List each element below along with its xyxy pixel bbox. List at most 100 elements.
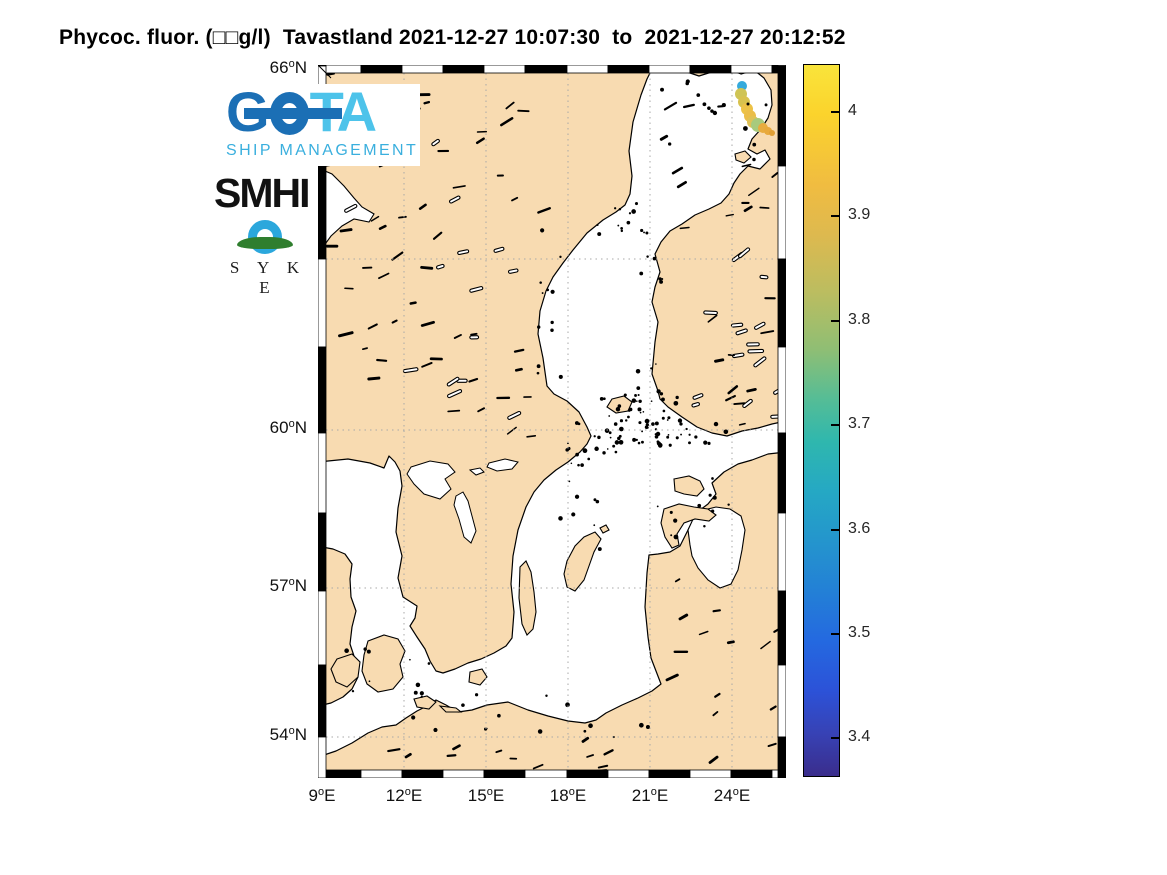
islet (593, 524, 596, 527)
lakelet-mark (378, 224, 387, 230)
islet (617, 404, 622, 408)
islet (597, 547, 602, 552)
islet (670, 534, 673, 537)
lakelet (692, 403, 699, 407)
islet (638, 421, 642, 425)
islet (344, 648, 349, 654)
islet (618, 439, 624, 445)
islet (351, 690, 355, 693)
islet (623, 393, 627, 397)
frame-top-segment (401, 65, 444, 74)
islet (602, 451, 606, 455)
islet (366, 649, 371, 654)
islet (723, 429, 729, 435)
frame-corner-diagonal (318, 65, 332, 79)
frame-bottom-segment (401, 769, 444, 778)
islet (650, 400, 653, 403)
islet (546, 288, 550, 292)
lakelet-mark (659, 134, 669, 141)
frame-bottom-segment (648, 769, 691, 778)
lakelet-mark (682, 103, 695, 109)
islet (597, 435, 601, 440)
lakelet-mark (743, 205, 753, 213)
islet (646, 426, 649, 429)
island-hiiumaa (673, 475, 705, 497)
islet (536, 371, 540, 375)
lakelet-mark (707, 314, 718, 323)
islet (707, 441, 711, 445)
lat-tick-label: 54oN (269, 725, 307, 744)
colorbar-tick-label: 3.6 (848, 519, 871, 537)
lakelet-mark (674, 578, 681, 583)
colorbar-tick-label: 3.4 (848, 728, 871, 746)
islet (661, 397, 665, 402)
frame-bottom-segment (442, 769, 485, 778)
islet (685, 81, 689, 86)
island-oland (518, 560, 537, 636)
lakelet-mark (326, 72, 335, 76)
island-bornholm (468, 668, 488, 686)
degree-symbol: o (288, 58, 295, 70)
islet (568, 480, 571, 483)
lakelet-mark (726, 640, 735, 645)
degree-symbol: o (288, 418, 295, 430)
islet (696, 93, 701, 97)
lakelet-mark (511, 196, 519, 202)
islet (433, 727, 438, 733)
islet (658, 444, 663, 448)
islet (673, 534, 679, 540)
islet (662, 409, 666, 413)
lakelet (736, 329, 747, 335)
islet (644, 418, 650, 424)
frame-bottom-segment (689, 769, 732, 778)
islet (635, 400, 638, 402)
lake-vattern (453, 491, 477, 544)
islet (634, 394, 637, 397)
islet (656, 505, 659, 508)
islet (571, 512, 576, 517)
islet (550, 320, 554, 325)
lake-vanern (406, 460, 456, 500)
islet (654, 434, 659, 439)
islet (752, 142, 757, 147)
lakelet-mark (475, 137, 485, 145)
islet (628, 212, 632, 215)
lakelet-mark (421, 361, 433, 368)
lakelet (755, 322, 765, 329)
islet (650, 367, 653, 370)
degree-symbol: o (288, 725, 295, 737)
lakelet-mark (376, 358, 388, 362)
lakelet (494, 247, 504, 252)
islet (638, 399, 642, 403)
lakelet-mark (733, 402, 746, 405)
gota-logo: GTA SHIP MANAGEMENT (222, 84, 420, 166)
lakelet (470, 287, 483, 292)
islet (413, 690, 418, 695)
lakelet (437, 264, 444, 269)
degree-symbol: o (568, 786, 575, 798)
islet (646, 255, 649, 258)
degree-symbol: o (732, 786, 739, 798)
islet (588, 723, 593, 729)
islet (497, 713, 501, 718)
lakelet-mark (387, 748, 401, 753)
islet (614, 440, 620, 445)
islet (595, 499, 600, 504)
islet (637, 393, 640, 397)
islet (660, 87, 664, 92)
frame-bottom-segment (566, 769, 609, 778)
lakelet-mark (452, 185, 466, 189)
colorbar-tick-mark (831, 215, 839, 218)
lake-malaren (486, 458, 519, 472)
island-faro (599, 524, 610, 534)
islet (427, 662, 431, 665)
islet (713, 421, 719, 427)
islet (667, 142, 672, 146)
islet (550, 289, 555, 294)
frame-left-segment (318, 664, 327, 738)
islet (703, 524, 706, 528)
islet (679, 422, 683, 426)
islet (639, 271, 644, 276)
islet (550, 328, 554, 333)
islet (537, 729, 543, 734)
